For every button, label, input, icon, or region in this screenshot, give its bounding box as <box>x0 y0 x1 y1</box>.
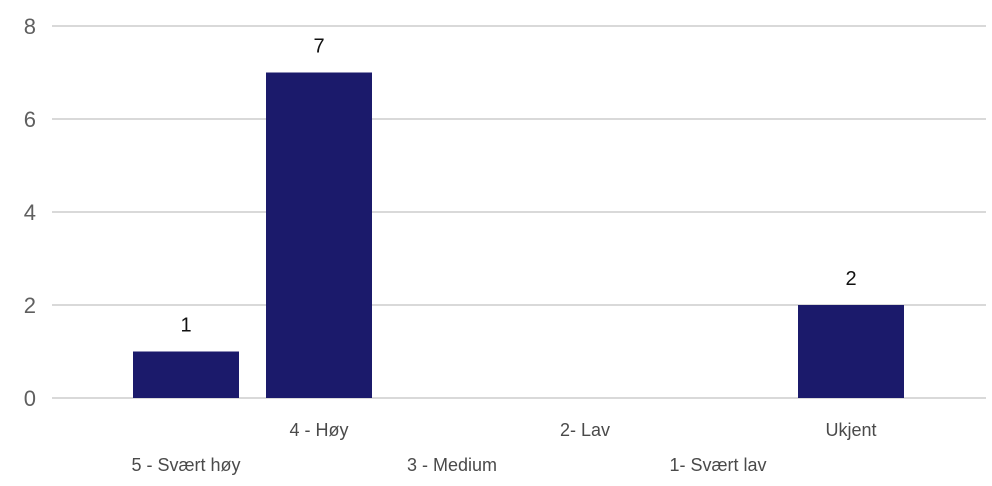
data-label-2: 7 <box>313 36 324 58</box>
data-labels: 1 7 2 <box>172 30 865 340</box>
bar-2 <box>266 72 372 398</box>
x-category-label-2: 4 - Høy <box>289 420 348 440</box>
x-category-label-6: Ukjent <box>825 420 876 440</box>
y-tick-label-0: 0 <box>24 386 36 411</box>
y-axis: 0 2 4 6 8 <box>24 14 36 411</box>
bar-6 <box>798 305 904 398</box>
x-axis: 5 - Svært høy 4 - Høy 3 - Medium 2- Lav 1- S… <box>131 420 876 475</box>
y-tick-label-4: 4 <box>24 200 36 225</box>
data-label-bg-1 <box>172 309 200 340</box>
x-category-label-1: 5 - Svært høy <box>131 455 240 475</box>
data-label-bg-6 <box>837 263 865 293</box>
x-category-label-4: 2- Lav <box>560 420 610 440</box>
y-tick-label-6: 6 <box>24 107 36 132</box>
bars <box>133 72 904 398</box>
x-category-label-5: 1- Svært lav <box>669 455 766 475</box>
y-tick-label-2: 2 <box>24 293 36 318</box>
bar-1 <box>133 351 239 398</box>
data-label-6: 2 <box>845 268 856 290</box>
y-tick-label-8: 8 <box>24 14 36 39</box>
data-label-bg-2 <box>305 30 333 61</box>
data-label-1: 1 <box>180 315 191 337</box>
x-category-label-3: 3 - Medium <box>407 455 497 475</box>
